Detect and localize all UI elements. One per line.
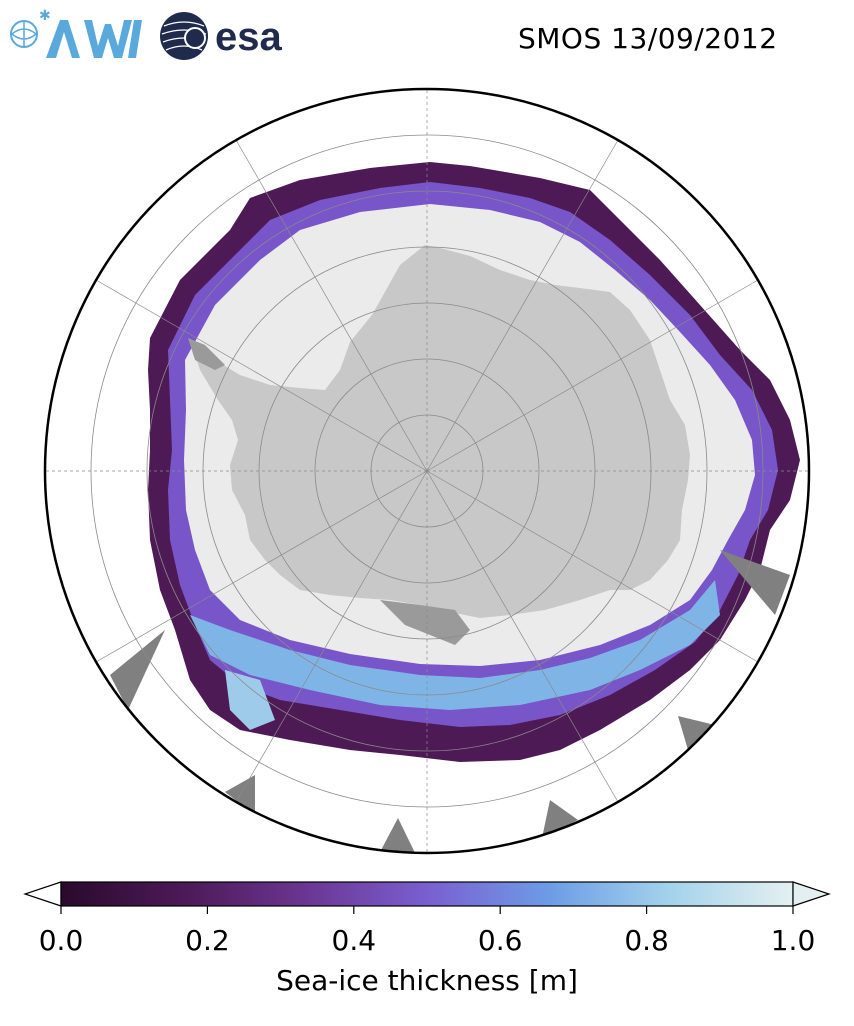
map-boundary (43, 87, 811, 855)
header: ✱ esa SMOS 13/09/2012 (0, 0, 854, 70)
grey-wedge-3 (678, 716, 715, 750)
colorbar: 0.0 0.2 0.4 0.6 0.8 1.0 (23, 881, 831, 957)
antarctica-land (190, 245, 690, 618)
grey-wedge-1 (110, 630, 165, 710)
ice-shelf-ross (380, 600, 470, 645)
svg-text:esa: esa (215, 15, 282, 59)
colorbar-tick-label: 1.0 (771, 924, 816, 957)
meridians (45, 89, 809, 853)
map-title: SMOS 13/09/2012 (518, 22, 778, 55)
colorbar-extend-max (792, 881, 831, 907)
grey-wedge-5 (380, 818, 416, 853)
esa-logo: esa (158, 8, 304, 68)
colorbar-gradient (60, 881, 794, 907)
sea-ice-map (43, 87, 811, 855)
grey-wedge-2 (720, 550, 790, 615)
colorbar-label: Sea-ice thickness [m] (276, 964, 578, 997)
awi-logo: ✱ (8, 6, 148, 68)
colorbar-tick-label: 0.6 (478, 924, 523, 957)
grey-wedge-6 (542, 800, 578, 838)
svg-text:✱: ✱ (39, 8, 51, 24)
colorbar-extend-min (23, 881, 62, 907)
sea-ice-thick-patch (225, 670, 275, 730)
colorbar-tick-label: 0.2 (185, 924, 230, 957)
ice-shelf-ronne (188, 338, 225, 370)
colorbar-tick-label: 0.8 (624, 924, 669, 957)
colorbar-tick-label: 0.4 (332, 924, 377, 957)
sea-ice-thick-band (190, 580, 720, 710)
colorbar-tick-label: 0.0 (39, 924, 84, 957)
colorbar-ticks: 0.0 0.2 0.4 0.6 0.8 1.0 (39, 906, 816, 957)
